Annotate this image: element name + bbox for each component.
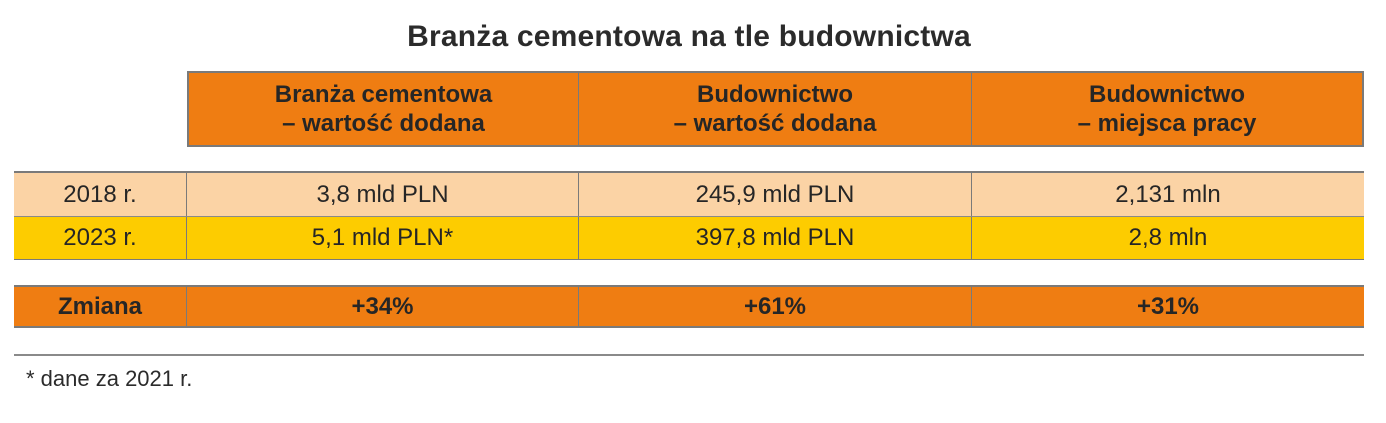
column-header-line1: Budownictwo — [697, 81, 853, 108]
column-header-line2: – wartość dodana — [673, 110, 877, 137]
column-header-line1: Budownictwo — [1089, 81, 1245, 108]
table-cell: +31% — [1136, 292, 1200, 320]
header-corner — [14, 71, 187, 147]
column-header-construction-jobs: Budownictwo – miejsca pracy — [972, 71, 1364, 147]
table-row-2023: 2023 r. 5,1 mld PLN* 397,8 mld PLN 2,8 m… — [14, 217, 1364, 259]
table-row-change: Zmiana +34% +61% +31% — [14, 285, 1364, 328]
footnote-divider — [14, 354, 1364, 356]
table-cell: +34% — [187, 287, 579, 326]
column-header-construction-value-added: Budownictwo – wartość dodana — [579, 71, 972, 147]
row-label: Zmiana — [14, 287, 187, 326]
row-label: 2023 r. — [14, 217, 187, 259]
row-label: 2018 r. — [14, 173, 187, 216]
column-header-cement-value-added: Branża cementowa – wartość dodana — [187, 71, 579, 147]
table-cell: 397,8 mld PLN — [579, 217, 972, 259]
column-header-line1: Branża cementowa — [274, 81, 493, 108]
column-header-line2: – miejsca pracy — [1077, 110, 1257, 137]
table-cell: 3,8 mld PLN — [187, 173, 579, 216]
table-title: Branża cementowa na tle budownictwa — [407, 20, 971, 53]
table-cell: 2,131 mln — [1115, 180, 1221, 208]
table-cell: 245,9 mld PLN — [579, 173, 972, 216]
data-rows: 2018 r. 3,8 mld PLN 245,9 mld PLN 2,131 … — [14, 171, 1364, 260]
table-row-2018: 2018 r. 3,8 mld PLN 245,9 mld PLN 2,131 … — [14, 173, 1364, 217]
column-header-line2: – wartość dodana — [282, 110, 485, 137]
table-cell: 2,8 mln — [1128, 224, 1208, 251]
header-row: Branża cementowa – wartość dodana Budown… — [14, 71, 1364, 147]
table-cell: 5,1 mld PLN* — [187, 217, 579, 259]
table-cell: +61% — [579, 287, 972, 326]
footnote: * dane za 2021 r. — [26, 366, 193, 391]
